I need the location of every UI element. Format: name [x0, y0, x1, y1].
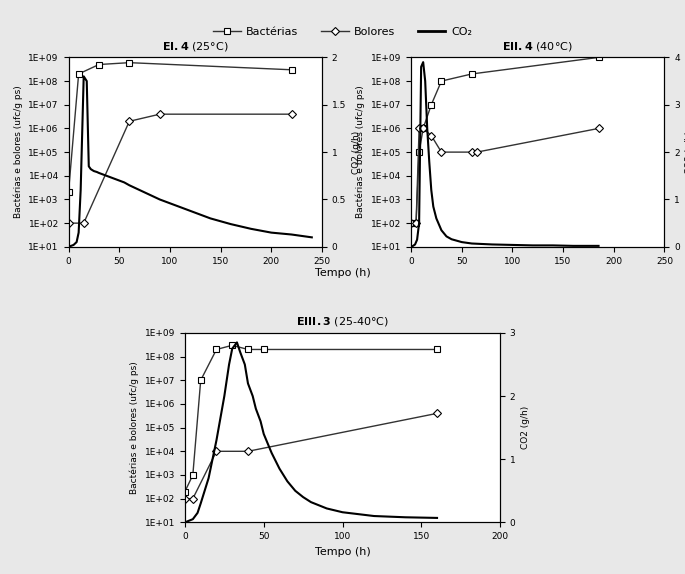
Y-axis label: CO2 (g/h): CO2 (g/h) — [351, 130, 360, 174]
Y-axis label: CO2 (g/h): CO2 (g/h) — [521, 406, 530, 449]
Text: Tempo (h): Tempo (h) — [314, 267, 371, 278]
X-axis label: Tempo (h): Tempo (h) — [314, 546, 371, 557]
Title: $\bf{EI.4}$ (25°C): $\bf{EI.4}$ (25°C) — [162, 40, 229, 53]
Y-axis label: Bactérias e bolores (ufc/g ps): Bactérias e bolores (ufc/g ps) — [356, 86, 365, 219]
Y-axis label: Bactérias e bolores (ufc/g ps): Bactérias e bolores (ufc/g ps) — [129, 361, 139, 494]
Legend: Bactérias, Bolores, CO₂: Bactérias, Bolores, CO₂ — [209, 23, 476, 42]
Title: $\bf{EII.4}$ (40°C): $\bf{EII.4}$ (40°C) — [502, 40, 573, 53]
Y-axis label: Bactérias e bolores (ufc/g ps): Bactérias e bolores (ufc/g ps) — [13, 86, 23, 219]
Title: $\bf{EIII.3}$ (25-40°C): $\bf{EIII.3}$ (25-40°C) — [296, 315, 389, 328]
